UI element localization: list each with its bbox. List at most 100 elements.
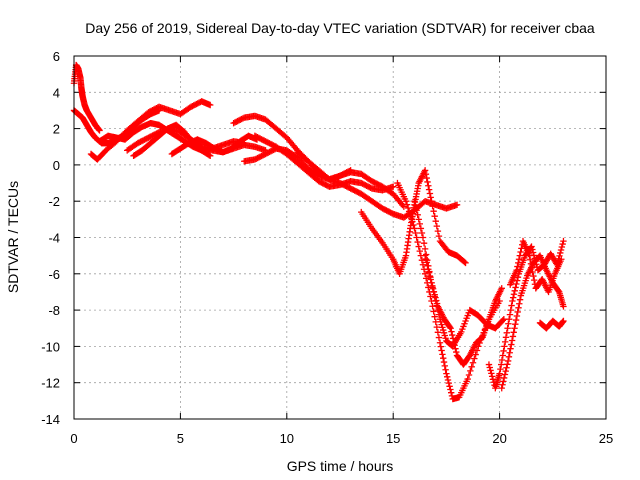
data-point	[516, 296, 524, 303]
data-point	[516, 300, 523, 307]
y-axis-ticks: -14 -12 -10 -8 -6 -4 -2 0 2 4 6	[41, 49, 606, 427]
data-point	[418, 229, 426, 237]
data-point	[419, 261, 427, 268]
data-point	[408, 215, 415, 222]
data-point	[433, 323, 441, 331]
data-point	[506, 311, 514, 318]
data-point	[402, 198, 410, 205]
data-point	[422, 171, 430, 178]
data-point	[555, 287, 562, 295]
data-point	[407, 211, 414, 219]
data-point	[421, 245, 429, 253]
data-point	[428, 279, 435, 287]
data-point	[443, 373, 451, 381]
data-point	[488, 370, 495, 377]
data-point	[439, 351, 446, 358]
data-point	[488, 373, 496, 380]
data-point	[498, 356, 506, 364]
data-point	[503, 329, 510, 336]
data-point	[515, 304, 522, 312]
data-point	[558, 243, 566, 251]
data-point	[425, 182, 432, 189]
data-point	[446, 323, 454, 331]
data-point	[528, 243, 535, 250]
data-point	[508, 337, 516, 344]
data-point	[432, 217, 439, 225]
data-point	[423, 259, 430, 266]
data-point	[560, 237, 567, 245]
data-point	[509, 333, 517, 340]
y-tick-label: -14	[41, 412, 60, 427]
data-point	[486, 364, 493, 371]
data-point	[557, 246, 565, 254]
data-point	[412, 229, 419, 237]
y-tick-label: -6	[48, 267, 60, 282]
data-point	[496, 370, 503, 377]
data-point	[506, 349, 513, 356]
data-point	[469, 359, 477, 366]
data-point	[96, 127, 103, 134]
chart-title: Day 256 of 2019, Sidereal Day-to-day VTE…	[85, 20, 595, 36]
data-point	[424, 262, 431, 270]
data-point	[526, 252, 533, 259]
data-point	[513, 280, 520, 288]
data-point	[502, 367, 509, 375]
data-point	[528, 264, 535, 272]
data-point	[513, 312, 521, 320]
data-point	[440, 354, 447, 362]
data-point	[423, 174, 430, 182]
data-points	[70, 61, 567, 403]
data-point	[464, 375, 471, 383]
data-point	[453, 348, 460, 356]
data-point	[529, 268, 536, 276]
data-point	[403, 201, 411, 208]
data-point	[430, 288, 438, 295]
data-point	[424, 178, 431, 186]
data-point	[435, 232, 443, 240]
data-point	[512, 316, 520, 324]
data-point	[505, 320, 512, 327]
data-point	[413, 234, 420, 241]
data-point	[453, 201, 461, 209]
data-point	[527, 260, 535, 268]
data-point	[498, 384, 505, 392]
data-point	[206, 152, 214, 160]
data-point	[441, 362, 449, 370]
data-point	[513, 266, 520, 274]
data-point	[503, 364, 510, 371]
x-tick-label: 25	[599, 431, 613, 446]
data-point	[437, 343, 445, 350]
data-point	[442, 366, 449, 373]
data-point	[504, 325, 511, 332]
y-tick-label: 2	[53, 122, 60, 137]
data-point	[427, 194, 434, 201]
data-point	[560, 303, 567, 310]
data-point	[432, 294, 439, 301]
data-point	[419, 234, 427, 241]
data-point	[450, 338, 458, 346]
series-arc14	[411, 198, 508, 350]
data-point	[431, 291, 438, 298]
data-point	[429, 282, 436, 290]
data-point	[446, 383, 453, 390]
data-point	[416, 247, 423, 255]
data-point	[421, 252, 429, 259]
data-point	[421, 270, 429, 277]
y-tick-label: 4	[53, 85, 60, 100]
data-point	[508, 302, 515, 309]
data-point	[504, 361, 511, 368]
data-point	[467, 367, 474, 375]
x-axis-label: GPS time / hours	[287, 458, 394, 474]
data-point	[421, 167, 429, 174]
data-point	[415, 243, 422, 250]
data-point	[435, 334, 443, 341]
series-arc6	[130, 121, 214, 160]
data-point	[526, 256, 534, 263]
data-point	[499, 317, 506, 324]
data-point	[511, 287, 518, 295]
data-point	[433, 222, 441, 230]
data-point	[501, 343, 508, 350]
y-tick-label: -2	[48, 194, 60, 209]
data-point	[501, 371, 509, 378]
